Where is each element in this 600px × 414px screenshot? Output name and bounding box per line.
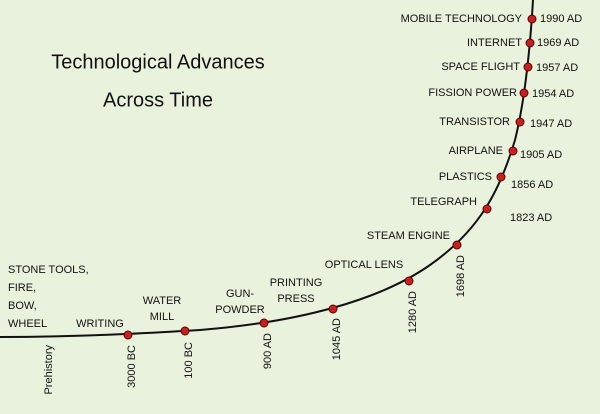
event-dot [496,172,506,182]
event-date: 1990 AD [540,13,582,25]
event-dot [515,117,525,127]
event-date: 1698 AD [455,255,467,297]
event-dot [404,276,414,286]
event-date: 1823 AD [510,212,552,224]
event-label: SPACE FLIGHT [441,61,520,73]
event-dot [259,318,269,328]
event-dot [482,204,492,214]
event-dot [523,62,533,72]
event-label: PLASTICS [439,171,492,183]
event-label: STONE TOOLS, [8,264,89,276]
event-label: MOBILE TECHNOLOGY [401,13,523,25]
event-label: PRINTING [270,277,323,289]
event-label: FIRE, [8,282,36,294]
event-label: WHEEL [8,318,47,330]
event-date: 1957 AD [536,62,578,74]
event-date: 1954 AD [532,88,574,100]
event-label: WATER [143,295,182,307]
event-label: STEAM ENGINE [367,230,450,242]
event-dot [525,38,535,48]
event-date: 1969 AD [537,37,579,49]
title: Technological Advances [51,51,264,73]
event-date: 1045 AD [331,318,343,360]
event-label: TRANSISTOR [439,116,510,128]
event-label: PRESS [277,293,314,305]
event-label: FISSION POWER [428,87,517,99]
event-label: GUN- [226,288,254,300]
event-label: AIRPLANE [449,145,503,157]
event-dot [328,304,338,314]
event-label: OPTICAL LENS [325,259,403,271]
event-date: 100 BC [183,342,195,379]
event-date: Prehistory [43,345,55,395]
event-dot [508,146,518,156]
event-label: WRITING [76,318,124,330]
title: Across Time [103,89,213,111]
event-date: 1280 AD [407,291,419,333]
event-date: 1947 AD [530,118,572,130]
event-dot [527,14,537,24]
event-date: 1905 AD [520,149,562,161]
event-dot [180,326,190,336]
event-label: BOW, [8,300,37,312]
event-label: POWDER [215,304,265,316]
event-label: TELEGRAPH [410,196,477,208]
event-date: 3000 BC [126,345,138,388]
event-label: MILL [150,311,174,323]
event-date: 900 AD [262,333,274,369]
event-dot [123,330,133,340]
event-dot [452,240,462,250]
event-dot [519,88,529,98]
event-date: 1856 AD [511,179,553,191]
event-label: INTERNET [467,37,522,49]
